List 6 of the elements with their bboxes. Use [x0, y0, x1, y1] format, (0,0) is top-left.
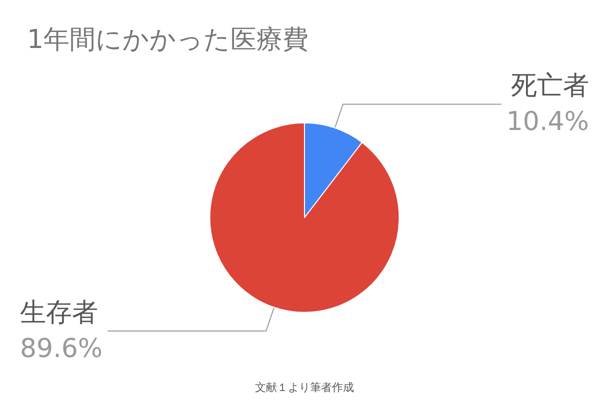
data-label: 10.4%: [506, 107, 589, 138]
text: 文献１より筆者作成: [255, 381, 354, 394]
slice-label: 死亡者: [511, 71, 589, 102]
data-label: 89.6%: [20, 334, 103, 364]
chart-title: 1年間にかかった医療費: [27, 25, 309, 55]
slice-label: 生存者: [20, 298, 98, 328]
